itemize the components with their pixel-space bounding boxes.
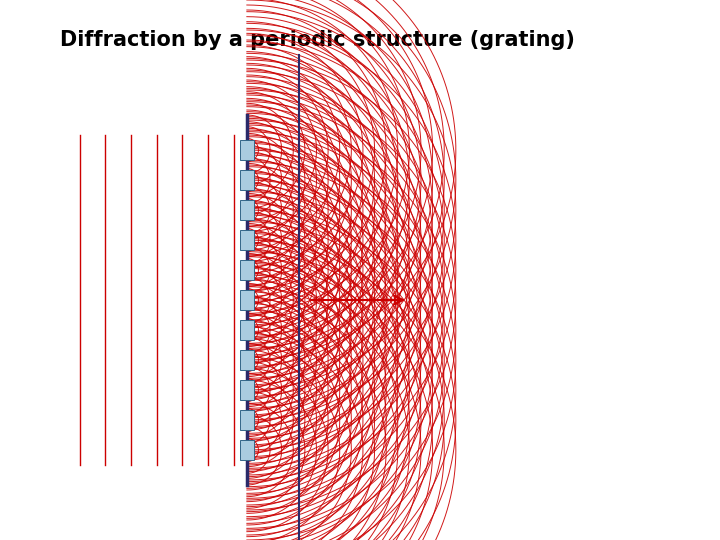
Bar [240, 320, 254, 340]
Bar [240, 260, 254, 280]
Bar [240, 290, 254, 310]
Bar [240, 200, 254, 220]
Bar [240, 380, 254, 400]
Bar [240, 170, 254, 190]
Bar [240, 440, 254, 460]
Bar [240, 140, 254, 160]
Text: Diffraction by a periodic structure (grating): Diffraction by a periodic structure (gra… [60, 30, 575, 50]
Bar [240, 410, 254, 430]
Bar [240, 230, 254, 250]
Bar [240, 350, 254, 370]
